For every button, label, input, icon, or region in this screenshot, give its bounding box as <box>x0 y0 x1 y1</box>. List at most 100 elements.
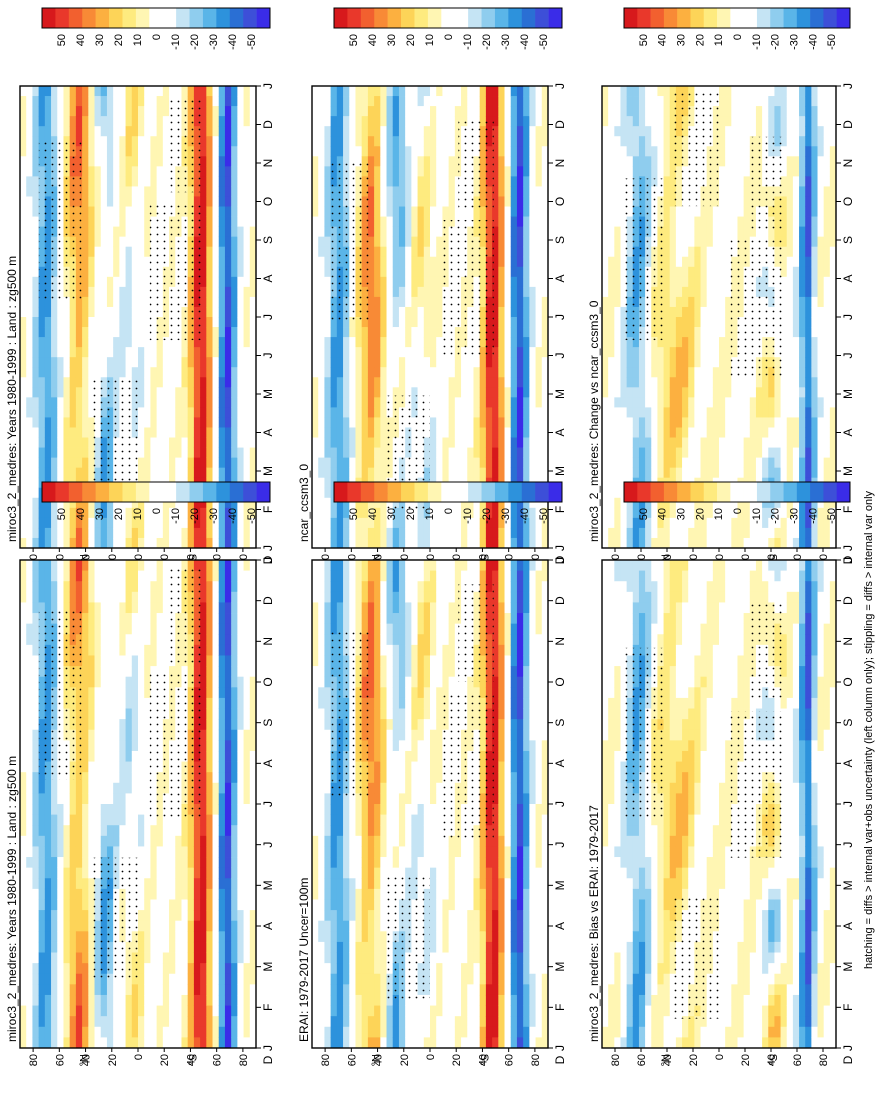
heatmap-cell <box>44 782 52 794</box>
heatmap-cell <box>38 984 46 996</box>
heatmap-cell <box>386 186 394 197</box>
heatmap-cell <box>131 697 139 709</box>
heatmap-cell <box>125 246 133 258</box>
heatmap-cell <box>336 126 344 137</box>
heatmap-cell <box>312 317 319 328</box>
heatmap-cell <box>162 156 170 167</box>
heatmap-cell <box>88 708 95 720</box>
heatmap-cell <box>20 206 27 217</box>
heatmap-cell <box>206 407 213 418</box>
heatmap-cell <box>94 602 102 614</box>
heatmap-cell <box>423 246 431 258</box>
heatmap-cell <box>175 86 182 97</box>
heatmap-cell <box>100 337 108 348</box>
heatmap-cell <box>51 306 58 318</box>
heatmap-cell <box>392 507 400 519</box>
heatmap-cell <box>162 581 170 593</box>
heatmap-cell <box>150 814 158 826</box>
heatmap-cell <box>20 931 27 943</box>
heatmap-cell <box>200 899 207 911</box>
heatmap-cell <box>57 397 64 408</box>
heatmap-cell <box>63 825 71 837</box>
heatmap-cell <box>119 1005 126 1017</box>
heatmap-cell <box>94 750 102 762</box>
heatmap-cell <box>249 467 257 479</box>
heatmap-cell <box>231 910 238 922</box>
heatmap-cell <box>175 814 182 826</box>
heatmap-cell <box>249 888 257 900</box>
heatmap-cell <box>138 1037 145 1049</box>
heatmap-cell <box>249 708 257 720</box>
heatmap-cell <box>249 236 257 248</box>
heatmap-cell <box>125 196 133 207</box>
heatmap-cell <box>206 1005 213 1017</box>
heatmap-cell <box>430 507 437 519</box>
heatmap-cell <box>88 1026 95 1038</box>
heatmap-cell <box>448 417 456 428</box>
heatmap-cell <box>243 467 251 479</box>
heatmap-cell <box>206 266 213 278</box>
heatmap-cell <box>63 387 71 398</box>
heatmap-cell <box>398 306 406 318</box>
heatmap-cell <box>138 941 145 953</box>
heatmap-cell <box>131 106 139 117</box>
heatmap-cell <box>442 146 450 157</box>
heatmap-cell <box>212 814 220 826</box>
heatmap-cell <box>200 655 207 667</box>
heatmap-cell <box>131 96 139 107</box>
month-tick-label: O <box>261 677 275 686</box>
heatmap-cell <box>243 708 251 720</box>
heatmap-cell <box>231 306 238 318</box>
heatmap-cell <box>175 387 182 398</box>
heatmap-cell <box>156 96 164 107</box>
heatmap-cell <box>69 793 77 805</box>
heatmap-cell <box>479 517 487 529</box>
heatmap-cell <box>175 337 182 348</box>
heatmap-cell <box>405 136 412 147</box>
heatmap-cell <box>26 888 33 900</box>
heatmap-cell <box>436 216 443 228</box>
heatmap-cell <box>430 146 437 157</box>
heatmap-cell <box>193 417 201 428</box>
heatmap-cell <box>380 527 387 539</box>
heatmap-cell <box>38 357 46 368</box>
heatmap-cell <box>343 347 350 358</box>
heatmap-cell <box>63 437 71 448</box>
heatmap-cell <box>113 106 120 117</box>
heatmap-cell <box>218 719 226 731</box>
heatmap-cell <box>69 952 77 964</box>
heatmap-cell <box>38 397 46 408</box>
heatmap-cell <box>218 560 226 572</box>
heatmap-cell <box>162 437 170 448</box>
heatmap-cell <box>430 467 437 479</box>
heatmap-cell <box>156 186 164 197</box>
heatmap-cell <box>218 697 226 709</box>
heatmap-cell <box>467 517 474 529</box>
heatmap-cell <box>88 772 95 784</box>
heatmap-cell <box>349 146 356 157</box>
heatmap-cell <box>224 527 232 539</box>
heatmap-cell <box>218 106 226 117</box>
heatmap-cell <box>131 216 139 228</box>
heatmap-cell <box>82 899 89 911</box>
heatmap-cell <box>200 857 207 869</box>
heatmap-cell <box>44 814 52 826</box>
heatmap-cell <box>162 867 170 879</box>
heatmap-cell <box>243 517 251 529</box>
heatmap-cell <box>361 337 369 348</box>
heatmap-cell <box>193 1005 201 1017</box>
heatmap-cell <box>324 367 332 378</box>
heatmap-cell <box>249 407 257 418</box>
heatmap-cell <box>32 477 40 489</box>
heatmap-cell <box>138 246 145 258</box>
heatmap-cell <box>193 397 201 408</box>
heatmap-cell <box>218 814 226 826</box>
heatmap-cell <box>318 537 325 549</box>
heatmap-cell <box>324 116 332 127</box>
heatmap-cell <box>88 96 95 107</box>
heatmap-cell <box>169 666 176 678</box>
heatmap-cell <box>181 427 189 438</box>
heatmap-cell <box>100 729 108 741</box>
heatmap-cell <box>212 697 220 709</box>
heatmap-cell <box>63 581 71 593</box>
